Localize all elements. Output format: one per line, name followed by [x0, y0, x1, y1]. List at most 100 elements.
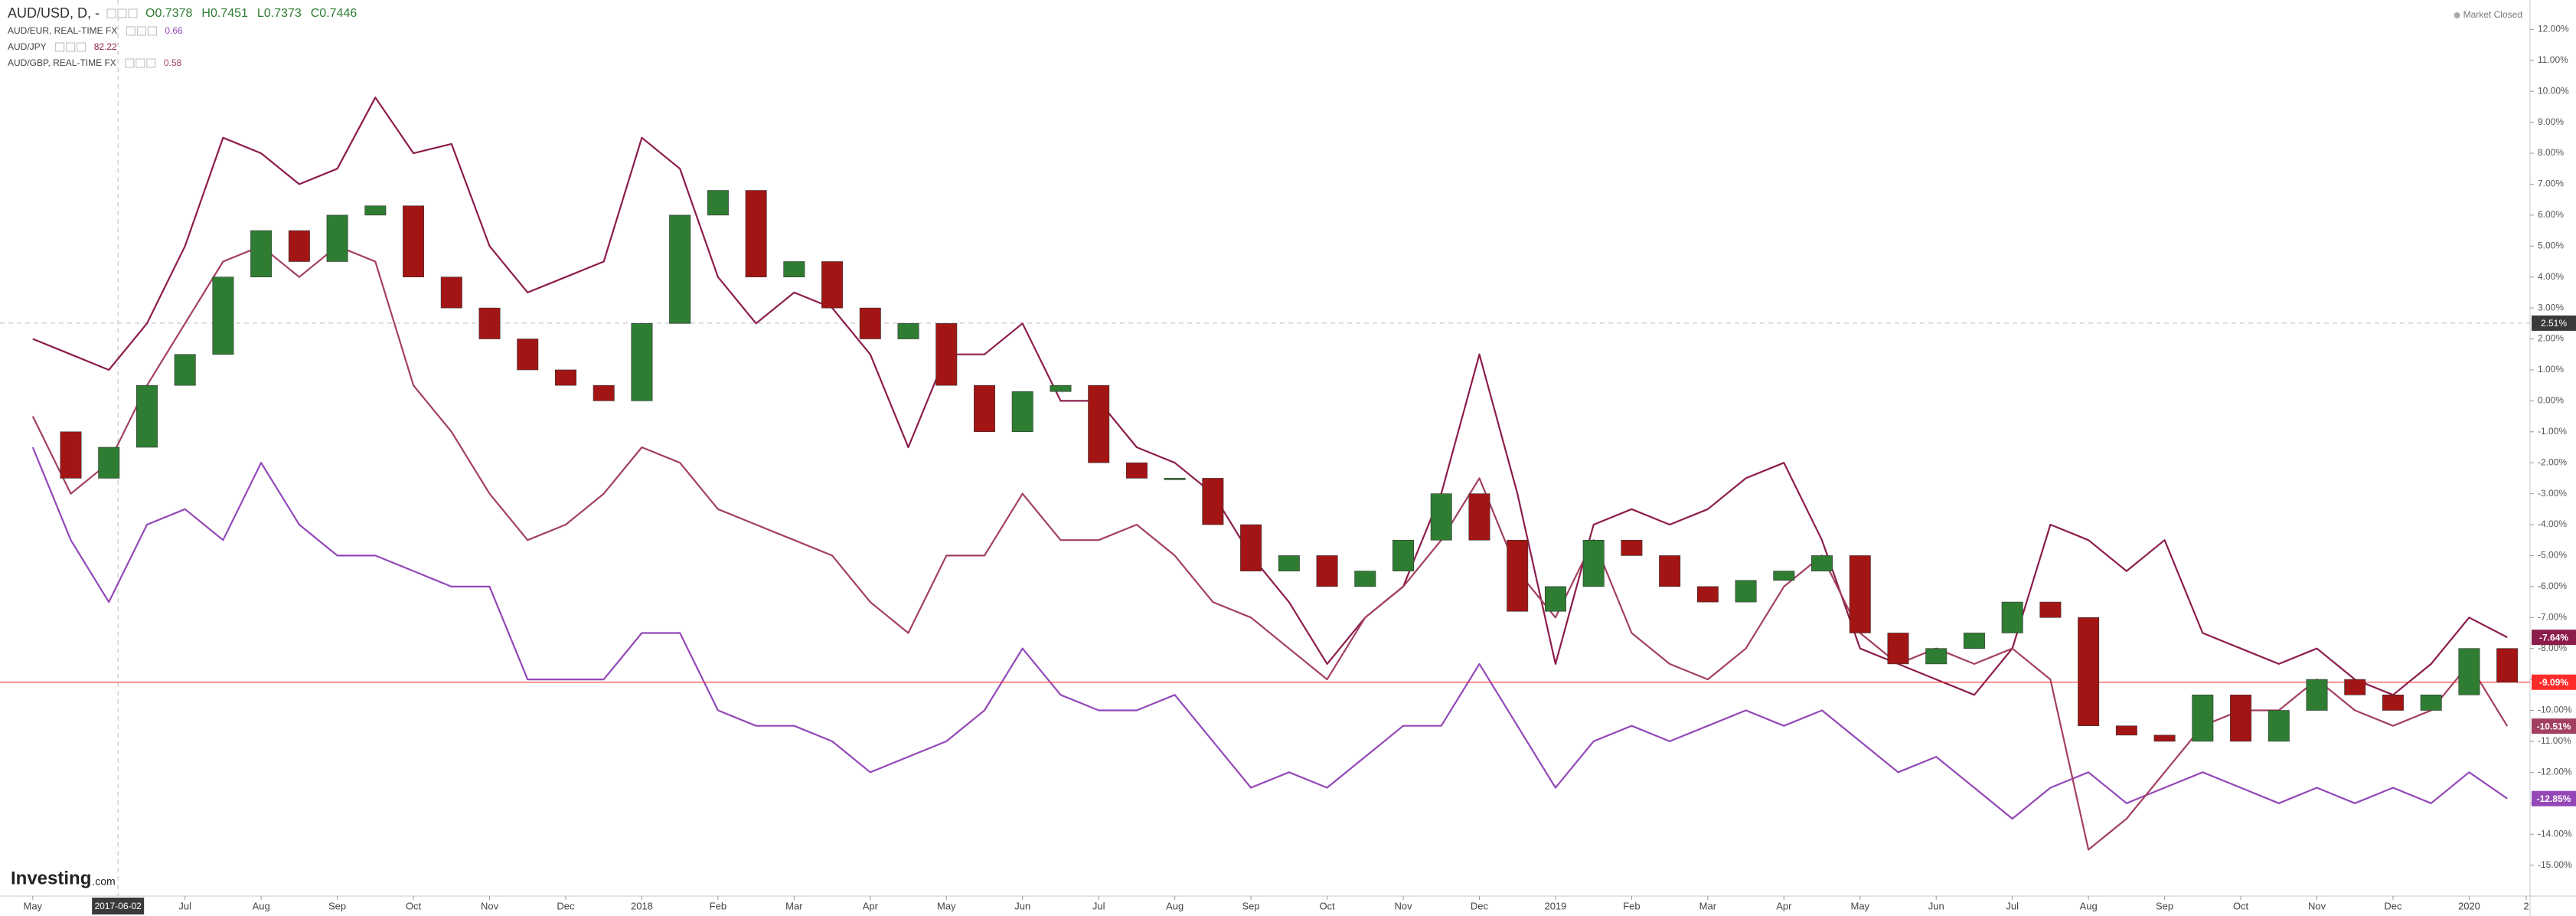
- x-tick-label: Nov: [2308, 900, 2326, 911]
- x-tick-label: Feb: [1623, 900, 1640, 911]
- legend-button: [128, 8, 138, 18]
- candle: [1887, 633, 1909, 665]
- x-tick-label: Oct: [406, 900, 422, 911]
- candle: [1050, 384, 1072, 392]
- x-tick-label: 2018: [631, 900, 653, 911]
- candle: [1278, 555, 1300, 571]
- x-tick-label: Dec: [1471, 900, 1489, 911]
- legend-ohlc: L0.7373: [257, 7, 302, 20]
- x-tick-label: 2: [2523, 900, 2529, 911]
- legend-name: AUD/GBP, REAL-TIME FX: [8, 57, 116, 68]
- x-tick-label: Mar: [785, 900, 803, 911]
- y-tick-label: -11.00%: [2538, 735, 2571, 746]
- y-tick-label: 7.00%: [2538, 178, 2564, 189]
- end-label: -12.85%: [2537, 793, 2571, 804]
- legend-button: [106, 8, 116, 18]
- legend-button: [147, 26, 157, 36]
- candle: [1811, 555, 1833, 571]
- candle: [897, 323, 919, 339]
- legend-button: [136, 26, 146, 36]
- end-label: -9.09%: [2539, 677, 2568, 688]
- x-tick-label: Jun: [1014, 900, 1030, 911]
- candle: [821, 261, 844, 309]
- y-tick-label: -8.00%: [2538, 643, 2567, 653]
- end-label: -10.51%: [2537, 721, 2571, 731]
- y-tick-label: -4.00%: [2538, 519, 2567, 529]
- candle: [1544, 586, 1566, 612]
- end-label-box: [2532, 790, 2576, 806]
- x-tick-label: Oct: [1319, 900, 1335, 911]
- logo-suffix: .com: [92, 875, 115, 888]
- y-tick-label: 12.00%: [2538, 24, 2569, 34]
- y-tick-label: -10.00%: [2538, 705, 2572, 715]
- candle: [1696, 586, 1719, 603]
- candle: [2420, 695, 2442, 711]
- candle: [669, 214, 691, 324]
- y-tick-label: -5.00%: [2538, 550, 2567, 561]
- legend-button: [126, 26, 135, 36]
- x-tick-label: Aug: [1166, 900, 1184, 911]
- compare-line: [31, 245, 2509, 851]
- legend-button: [66, 42, 76, 52]
- end-label-box: [2532, 718, 2576, 734]
- x-tick-label: 2019: [1544, 900, 1566, 911]
- x-tick-label: Feb: [710, 900, 726, 911]
- x-tick-label: Oct: [2233, 900, 2249, 911]
- candle: [554, 369, 576, 386]
- candle: [1925, 648, 1948, 665]
- crosshair-x-label: 2017-06-02: [94, 901, 142, 911]
- end-label: -7.64%: [2539, 632, 2568, 643]
- x-tick-label: Dec: [557, 900, 575, 911]
- candle: [593, 384, 615, 401]
- candle: [707, 190, 729, 216]
- y-tick-label: 5.00%: [2538, 240, 2564, 250]
- candle: [364, 205, 387, 216]
- legend-name: AUD/JPY: [8, 41, 47, 52]
- candle: [783, 261, 805, 278]
- y-tick-label: -1.00%: [2538, 426, 2567, 437]
- candle: [1963, 633, 1985, 649]
- y-tick-label: 11.00%: [2538, 54, 2568, 65]
- candle: [1582, 539, 1605, 587]
- candle: [631, 323, 653, 401]
- y-tick-label: 9.00%: [2538, 116, 2564, 127]
- candle: [440, 276, 462, 309]
- candle: [1392, 539, 1414, 571]
- candle: [1316, 555, 1338, 587]
- candle: [326, 214, 348, 262]
- legend-value: 82.22: [94, 41, 117, 52]
- y-tick-label: 0.00%: [2538, 395, 2564, 406]
- candle: [478, 307, 501, 339]
- candle: [2344, 679, 2366, 695]
- candle: [60, 431, 82, 479]
- y-tick-label: 6.00%: [2538, 209, 2564, 220]
- candle: [1773, 571, 1795, 581]
- legend-button: [146, 58, 156, 68]
- candle: [1659, 555, 1681, 587]
- candle: [288, 230, 310, 262]
- legend-button: [55, 42, 65, 52]
- x-tick-label: May: [23, 900, 42, 911]
- candle: [1011, 391, 1033, 433]
- candle: [2078, 617, 2100, 727]
- candle: [135, 384, 158, 448]
- y-tick-label: -2.00%: [2538, 456, 2567, 467]
- legend-title: AUD/USD, D, -: [8, 5, 100, 21]
- candle: [1125, 462, 1148, 479]
- x-tick-label: Aug: [253, 900, 270, 911]
- candle: [1735, 580, 1757, 603]
- end-label-box: [2532, 674, 2576, 690]
- candle: [1354, 571, 1376, 587]
- x-tick-label: May: [1850, 900, 1869, 911]
- y-tick-label: 8.00%: [2538, 147, 2564, 158]
- candle: [1507, 539, 1529, 612]
- candle: [2115, 725, 2137, 736]
- candle: [1164, 478, 1186, 480]
- legend-value: 0.58: [164, 57, 182, 68]
- candle: [2458, 648, 2480, 695]
- candle: [250, 230, 273, 278]
- x-tick-label: Nov: [1394, 900, 1412, 911]
- status-dot: [2454, 12, 2460, 18]
- x-tick-label: Sep: [328, 900, 346, 911]
